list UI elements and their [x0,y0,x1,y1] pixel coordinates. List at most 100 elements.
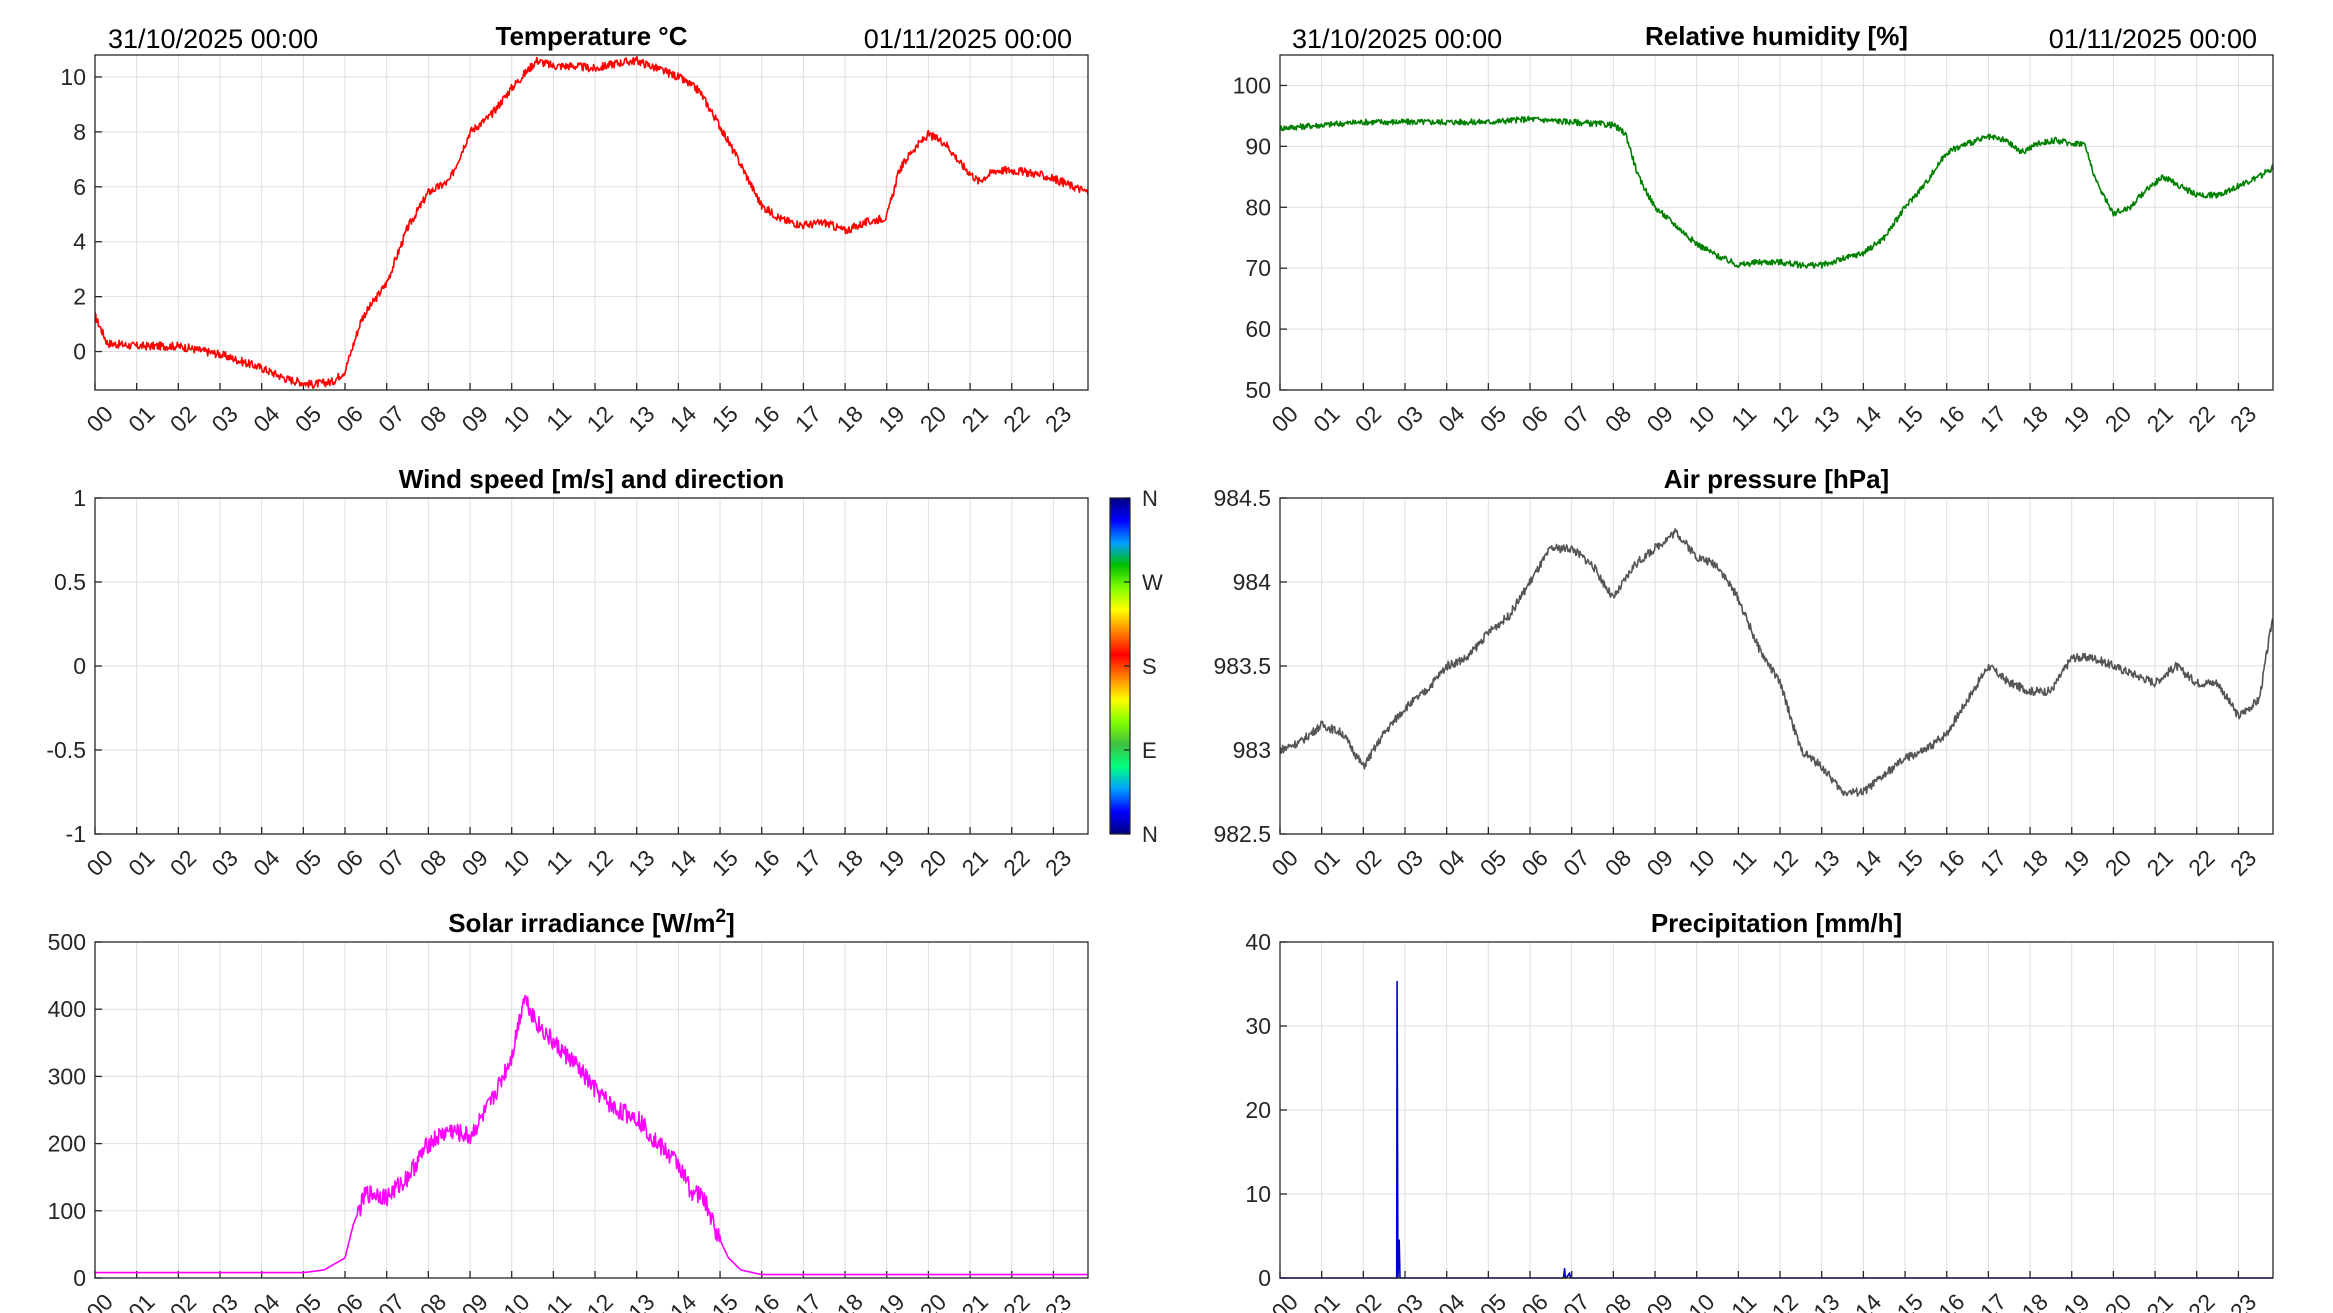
x-tick-label: 08 [1600,845,1636,881]
x-tick-label: 19 [873,845,909,881]
x-tick-label: 10 [498,845,534,881]
x-tick-label: 21 [957,845,993,881]
y-tick-label: 984 [1233,569,1272,595]
x-tick-label: 12 [1766,401,1802,437]
x-tick-label: 18 [832,401,868,437]
precipitation-panel: 00 01 02 03 04 05 06 07 08 09 10 11 12 13 14 15 16 17 18 19… [1245,908,2274,1313]
x-tick-label: 04 [1433,1288,1470,1313]
x-tick-label: 02 [1350,1289,1386,1313]
x-tick-label: 16 [748,845,784,881]
x-tick-label: 22 [998,1289,1034,1313]
x-tick-label: 14 [665,400,702,437]
y-tick-label: 0 [73,653,86,679]
x-tick-label: 02 [1350,845,1386,881]
y-tick-label: 982.5 [1213,821,1271,847]
x-tick-label: 01 [123,401,159,437]
x-tick-label: 15 [1891,1289,1927,1313]
solar-panel: 00 01 02 03 04 05 06 07 08 09 10 11 12 13 14 15 16 17 18 19… [48,906,1089,1313]
x-tick-label: 13 [1808,401,1844,437]
pressure-axes-frame [1279,497,2274,835]
x-tick-label: 22 [2183,845,2219,881]
y-tick-label: -1 [66,821,86,847]
x-tick-label: 06 [331,1289,367,1313]
x-tick-label: 13 [623,401,659,437]
x-tick-label: 01 [1308,401,1344,437]
wind-panel: 00 01 02 03 04 05 06 07 08 09 10 11 12 13 14 15 16 17 18 19… [46,464,1089,881]
solar-plot-area [95,942,1088,1278]
x-tick-label: 00 [1266,401,1302,437]
x-tick-label: 02 [165,1289,201,1313]
humidity-axes-frame [1279,54,2274,391]
x-tick-label: 07 [1558,845,1594,881]
x-tick-label: 05 [290,845,326,881]
y-tick-label: 983.5 [1213,653,1271,679]
start-datetime-label: 31/10/2025 00:00 [108,24,318,54]
x-tick-label: 18 [832,845,868,881]
x-tick-label: 02 [165,401,201,437]
x-tick-label: 20 [915,1289,951,1313]
x-tick-label: 23 [2225,401,2261,437]
x-tick-label: 11 [541,1289,576,1313]
precipitation-axes-frame [1279,941,2274,1279]
y-tick-label: 80 [1245,194,1271,220]
x-tick-label: 04 [248,400,285,437]
y-tick-label: 4 [73,229,86,255]
x-tick-label: 10 [1683,1289,1719,1313]
x-tick-label: 00 [81,1289,117,1313]
x-tick-label: 09 [456,1289,492,1313]
solar-title: Solar irradiance [W/m2] [448,906,735,938]
temperature-axes-frame [94,54,1089,391]
x-tick-label: 14 [1850,844,1887,881]
y-tick-label: 8 [73,119,86,145]
colorbar-label: S [1142,654,1157,679]
x-tick-label: 23 [1040,845,1076,881]
x-tick-label: 06 [1516,401,1552,437]
x-tick-label: 14 [1850,1288,1887,1313]
x-tick-label: 03 [206,845,242,881]
end-datetime-label-right: 01/11/2025 00:00 [2049,24,2257,54]
colorbar-label: N [1142,822,1158,847]
x-tick-label: 07 [373,401,409,437]
x-tick-label: 17 [1975,1289,2011,1313]
x-tick-label: 15 [706,401,742,437]
x-tick-label: 22 [998,401,1034,437]
y-tick-label: 20 [1245,1097,1271,1123]
x-tick-label: 23 [1040,1289,1076,1313]
x-tick-label: 21 [2142,401,2178,437]
y-tick-label: 400 [48,996,86,1022]
x-tick-label: 06 [1516,845,1552,881]
temperature-series-line [94,55,1089,389]
x-tick-label: 09 [1641,401,1677,437]
x-tick-label: 12 [581,401,617,437]
x-tick-label: 11 [541,401,576,436]
x-tick-label: 15 [1891,845,1927,881]
x-tick-label: 20 [915,845,951,881]
y-tick-label: 984.5 [1213,485,1271,511]
x-tick-label: 18 [2017,845,2053,881]
y-tick-label: 100 [48,1198,86,1224]
pressure-series-line [1279,528,2274,797]
x-tick-label: 14 [665,1288,702,1313]
y-tick-label: 50 [1245,377,1271,403]
x-tick-label: 16 [1933,401,1969,437]
x-tick-label: 04 [1433,400,1470,437]
x-tick-label: 09 [1641,1289,1677,1313]
x-tick-label: 04 [248,844,285,881]
y-tick-label: 40 [1245,929,1271,955]
x-tick-label: 23 [1040,401,1076,437]
y-tick-label: 0.5 [54,569,86,595]
x-tick-label: 06 [331,845,367,881]
x-tick-label: 05 [290,401,326,437]
y-tick-label: 300 [48,1063,86,1089]
y-tick-label: 0 [73,339,86,365]
x-tick-label: 01 [1308,845,1344,881]
x-tick-label: 07 [373,845,409,881]
x-tick-label: 11 [1726,845,1761,880]
x-tick-label: 02 [165,845,201,881]
x-tick-label: 19 [2058,1289,2094,1313]
humidity-series-line [1279,115,2274,269]
x-tick-label: 08 [1600,401,1636,437]
x-tick-label: 21 [957,1289,993,1313]
x-tick-label: 18 [832,1289,868,1313]
start-datetime-label-right: 31/10/2025 00:00 [1292,24,1502,54]
